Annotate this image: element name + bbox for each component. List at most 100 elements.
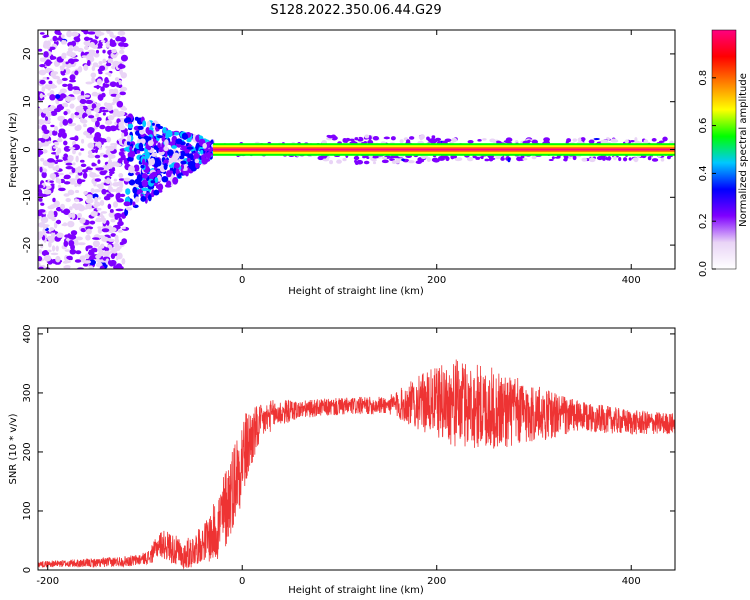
heatmap-cell (83, 191, 88, 195)
heatmap-cell (38, 255, 43, 262)
heatmap-cell (99, 106, 106, 110)
snr-x-axis-label: Height of straight line (km) (288, 585, 424, 596)
heatmap-cell (82, 112, 88, 118)
heatmap-cell (118, 137, 123, 145)
heatmap-cell (58, 187, 66, 192)
heatmap-cell (44, 116, 49, 121)
heatmap-cell (86, 108, 92, 115)
heatmap-cell (72, 122, 76, 126)
heatmap-cell (38, 184, 44, 189)
heatmap-cell (41, 168, 48, 173)
heatmap-cell (507, 157, 511, 163)
heatmap-cell (618, 156, 622, 162)
heatmap-x-ticks: -200 0 200 400 (36, 30, 641, 286)
heatmap-cell (74, 189, 80, 194)
heatmap-cell (91, 91, 99, 97)
heatmap-cell (342, 137, 348, 143)
heatmap-cell (71, 167, 76, 174)
heatmap-cell (110, 35, 117, 38)
heatmap-cell (97, 42, 103, 47)
heatmap-cell (50, 231, 56, 239)
heatmap-cell (50, 70, 57, 78)
heatmap-cell (106, 79, 110, 83)
heatmap-cell (61, 77, 68, 81)
heatmap-cell (74, 37, 81, 43)
heatmap-cell (56, 137, 63, 143)
heatmap-cell (117, 229, 123, 233)
heatmap-cell (107, 238, 116, 242)
heatmap-cell (563, 158, 567, 162)
heatmap-cell (54, 161, 59, 165)
heatmap-cell (86, 194, 93, 199)
colorbar-tick-label: 0.8 (698, 70, 709, 86)
heatmap-cell (129, 145, 133, 152)
heatmap-cell (77, 212, 83, 219)
heatmap-cell (161, 175, 169, 183)
heatmap-cell (81, 55, 88, 58)
heatmap-cell (363, 160, 370, 165)
heatmap-cell (401, 158, 405, 162)
heatmap-cell (103, 102, 109, 107)
heatmap-cell (186, 139, 192, 143)
heatmap-cell (102, 49, 106, 54)
heatmap-cell (108, 88, 115, 92)
heatmap-cell (55, 164, 60, 171)
heatmap-cell (57, 184, 62, 189)
heatmap-cell (79, 159, 85, 163)
heatmap-cell (353, 155, 360, 161)
heatmap-cell (115, 81, 119, 88)
heatmap-cell (64, 95, 73, 103)
heatmap-cell (202, 143, 207, 149)
heatmap-cell (81, 169, 88, 173)
colorbar: 0.0 0.2 0.4 0.6 0.8 Normalized spectral ampl… (698, 29, 749, 277)
heatmap-cell (58, 128, 66, 134)
heatmap-cell (172, 131, 180, 136)
heatmap-cell (39, 166, 43, 173)
heatmap-cell (95, 167, 103, 171)
heatmap-cell (39, 79, 46, 85)
heatmap-cell (101, 109, 109, 113)
heatmap-cell (163, 146, 169, 152)
heatmap-cell (72, 203, 78, 209)
heatmap-cell (87, 59, 91, 67)
colorbar-frame (711, 29, 737, 270)
heatmap-cell (93, 189, 102, 193)
heatmap-cell (42, 226, 47, 230)
heatmap-cell (52, 202, 58, 208)
heatmap-cell (52, 197, 56, 203)
heatmap-cell (97, 226, 102, 229)
heatmap-cell (119, 46, 126, 50)
heatmap-cell (42, 133, 50, 140)
heatmap-cell (74, 125, 81, 131)
heatmap-cell (441, 154, 447, 159)
heatmap-cell (83, 45, 89, 51)
heatmap-cell (182, 171, 188, 176)
heatmap-cell (51, 216, 56, 222)
heatmap-cell (141, 158, 146, 166)
heatmap-cell (92, 240, 100, 248)
heatmap-panel: -200 0 200 400 -20 -10 0 10 20 Height of straig… (8, 29, 676, 297)
heatmap-cell (399, 139, 404, 144)
heatmap-cell (171, 145, 178, 149)
heatmap-cell (83, 64, 89, 71)
heatmap-cell (95, 102, 101, 108)
heatmap-cell (65, 61, 69, 65)
heatmap-cell (164, 139, 169, 147)
heatmap-cell (91, 76, 95, 84)
heatmap-cell (85, 228, 92, 235)
heatmap-cell (106, 193, 115, 198)
heatmap-cell (107, 154, 116, 159)
heatmap-cell (127, 134, 132, 142)
heatmap-x-tick-label: 200 (427, 275, 446, 286)
heatmap-cell (132, 201, 136, 207)
heatmap-cell (87, 150, 93, 156)
heatmap-cell (96, 78, 102, 85)
heatmap-cell (113, 178, 118, 182)
heatmap-cell (125, 117, 132, 123)
heatmap-cell (56, 58, 64, 63)
heatmap-cell (188, 164, 195, 170)
heatmap-cell (371, 158, 377, 162)
heatmap-cell (108, 168, 116, 172)
heatmap-cell (581, 157, 588, 162)
heatmap-cell (116, 100, 124, 108)
